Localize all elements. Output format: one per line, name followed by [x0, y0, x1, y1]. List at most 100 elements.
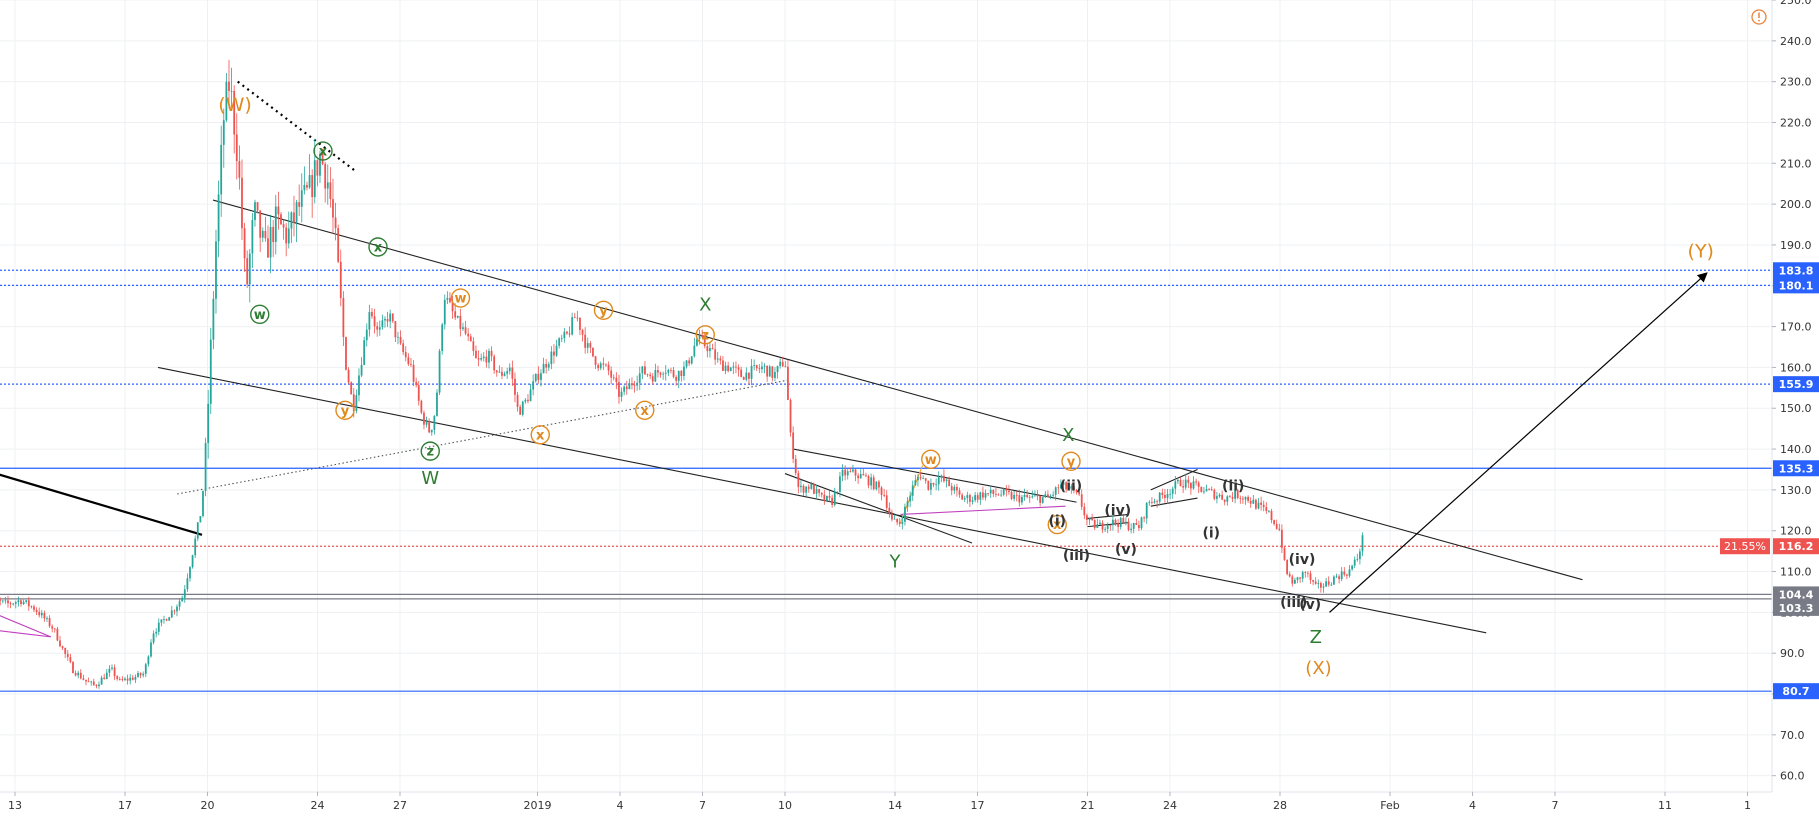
candle-body	[420, 400, 423, 413]
wave-label: (ii)	[1060, 479, 1082, 495]
candle-body	[311, 175, 314, 198]
trend-line	[1150, 468, 1198, 491]
wave-label: y	[341, 404, 350, 419]
candle-body	[152, 633, 155, 643]
candle-body	[982, 492, 984, 498]
candle-body	[126, 678, 129, 681]
wave-label: x	[374, 240, 383, 255]
candle-body	[698, 335, 701, 339]
candle-body	[810, 484, 813, 489]
price-axis[interactable]: 60.070.080.090.0100.0110.0120.0130.0140.…	[1771, 0, 1819, 792]
candle-body	[602, 363, 605, 365]
candle-body	[1190, 482, 1192, 489]
candle-body	[1171, 488, 1174, 494]
candle-body	[1299, 577, 1302, 579]
candle-body	[264, 230, 267, 239]
time-tick-label: 10	[778, 799, 792, 812]
candle-body	[722, 360, 724, 371]
alert-icon[interactable]	[1751, 9, 1767, 25]
candle-body	[462, 327, 464, 329]
candle-body	[467, 333, 470, 337]
wave-label: x	[1053, 518, 1062, 533]
candle-body	[243, 228, 246, 259]
candle-body	[1164, 495, 1166, 498]
candle-body	[1041, 497, 1044, 503]
candle-body	[1148, 502, 1151, 503]
candle-body	[254, 202, 256, 221]
candle-body	[867, 476, 870, 486]
candle-body	[599, 363, 602, 369]
candle-body	[116, 676, 119, 680]
wave-label-circle	[695, 325, 715, 345]
candle-body	[150, 642, 152, 657]
trend-line	[900, 505, 1066, 515]
candle-body	[1031, 496, 1034, 498]
candle-body	[1130, 528, 1133, 531]
candle-body	[1057, 487, 1060, 489]
candle-body	[246, 258, 249, 285]
candle-body	[758, 368, 761, 370]
candle-body	[839, 476, 841, 492]
time-tick-label: 20	[201, 799, 215, 812]
wave-label: (iv)	[1104, 503, 1131, 519]
candle-body	[389, 313, 392, 322]
candle-body	[1015, 494, 1018, 496]
candle-body	[1088, 518, 1091, 520]
candle-body	[1091, 518, 1094, 520]
candle-body	[1132, 523, 1135, 529]
candle-body	[165, 619, 168, 621]
candle-body	[488, 350, 490, 363]
candle-body	[1, 600, 4, 602]
candle-body	[763, 365, 766, 367]
candle-body	[1281, 529, 1283, 548]
candle-body	[290, 212, 293, 229]
candle-body	[430, 429, 433, 433]
candle-body	[701, 335, 704, 337]
candle-body	[943, 475, 945, 482]
candle-body	[378, 327, 381, 330]
candle-body	[35, 609, 38, 612]
candle-body	[53, 628, 56, 630]
candle-body	[412, 364, 415, 382]
candle-body	[449, 297, 451, 303]
candle-body	[1338, 576, 1341, 580]
candle-body	[1239, 497, 1242, 499]
candle-body	[1179, 479, 1182, 487]
candle-body	[199, 516, 202, 523]
price-change-badge	[1720, 538, 1770, 555]
candle-body	[1169, 493, 1172, 495]
candle-body	[46, 618, 48, 619]
price-level-badge	[1773, 599, 1819, 616]
candle-body	[662, 373, 665, 375]
candle-body	[1117, 523, 1120, 527]
candle-body	[295, 202, 298, 223]
candle-body	[1283, 547, 1286, 560]
candle-body	[371, 312, 373, 317]
candle-body	[176, 606, 178, 612]
candle-body	[352, 394, 355, 412]
candle-body	[1106, 525, 1109, 529]
trend-line	[1150, 497, 1198, 507]
wave-label-circle	[921, 449, 941, 469]
candle-body	[1135, 523, 1138, 526]
candle-body	[1093, 519, 1096, 528]
candle-body	[716, 358, 719, 360]
candle-body	[1049, 495, 1052, 498]
candle-body	[394, 321, 397, 338]
candle-body	[1348, 569, 1351, 576]
time-tick-label: 1	[1744, 799, 1751, 812]
candle-body	[875, 481, 878, 490]
candle-body	[576, 317, 579, 319]
candle-body	[833, 491, 836, 505]
time-axis[interactable]: 13 17 20 24 27 2019 4 7 10 14 17 21 24 28 Feb 4 7 11 1	[0, 791, 1772, 812]
candle-body	[319, 153, 321, 176]
price-tick-label: 250.0	[1780, 0, 1812, 7]
candle-body	[685, 360, 688, 367]
wave-label-circle	[250, 304, 270, 325]
candle-body	[4, 600, 7, 602]
candle-body	[485, 356, 488, 363]
candle-body	[1262, 504, 1265, 508]
candle-body	[384, 318, 386, 321]
